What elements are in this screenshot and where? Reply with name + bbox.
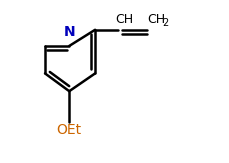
Text: N: N [63, 25, 75, 39]
Text: 2: 2 [162, 18, 168, 29]
Text: CH: CH [148, 13, 166, 26]
Text: OEt: OEt [57, 123, 82, 137]
Text: CH: CH [115, 13, 134, 26]
